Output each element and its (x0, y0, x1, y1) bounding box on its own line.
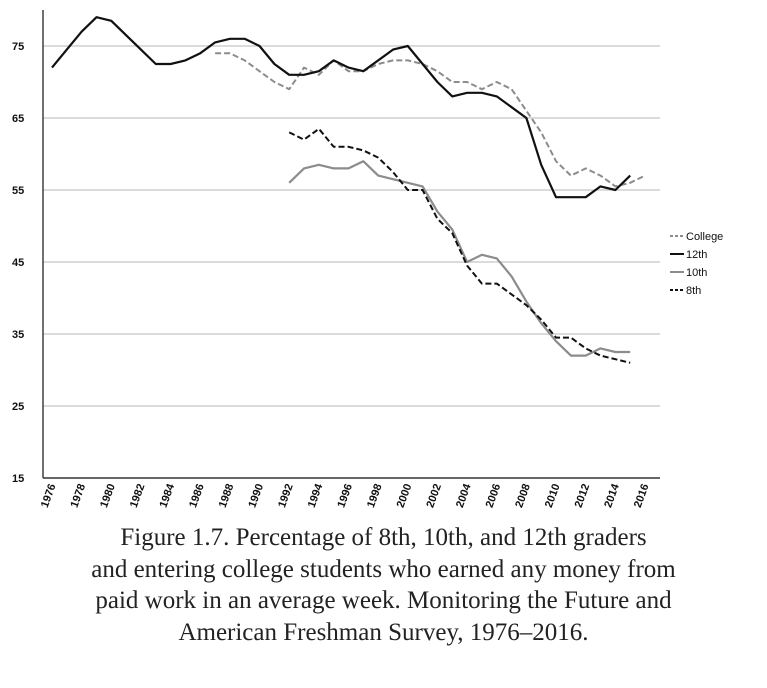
x-tick-label: 1978 (69, 482, 89, 509)
y-tick-label: 75 (12, 41, 24, 53)
y-tick-label: 35 (12, 329, 24, 341)
x-tick-label: 1994 (306, 481, 326, 509)
y-tick-labels: 15 25 35 45 55 65 75 (12, 41, 24, 485)
x-tick-label: 1996 (335, 482, 355, 509)
x-tick-label: 2010 (543, 482, 563, 509)
caption-line: Figure 1.7. Percentage of 8th, 10th, and… (120, 524, 647, 551)
gridlines (43, 45, 660, 407)
x-tick-label: 1984 (158, 481, 178, 509)
legend-label: 8th (686, 285, 701, 297)
legend-label: 10th (686, 267, 707, 279)
x-tick-label: 2002 (424, 482, 444, 509)
x-tick-label: 1980 (98, 482, 118, 509)
x-tick-label: 1998 (365, 482, 385, 509)
legend-label: College (686, 231, 723, 243)
x-tick-label: 2016 (632, 482, 652, 509)
y-tick-label: 15 (12, 473, 24, 485)
caption-line: paid work in an average week. Monitoring… (95, 587, 672, 614)
series-line-8th (288, 127, 631, 364)
x-tick-label: 2004 (454, 481, 474, 509)
y-tick-label: 55 (12, 185, 24, 197)
x-tick-label: 2014 (602, 481, 622, 509)
x-tick-label: 1976 (39, 482, 59, 509)
x-tick-label: 1986 (187, 482, 207, 509)
x-tick-label: 2012 (573, 482, 593, 509)
y-tick-label: 25 (12, 401, 24, 413)
series-line-10th (288, 160, 631, 357)
legend: College 12th 10th 8th (670, 231, 723, 297)
x-tick-label: 2000 (395, 482, 415, 509)
series-line-college (215, 52, 646, 188)
axes (42, 10, 660, 479)
x-tick-label: 1992 (276, 482, 296, 509)
legend-label: 12th (686, 249, 707, 261)
caption-line: and entering college students who earned… (91, 555, 676, 583)
x-tick-label: 2008 (513, 482, 533, 509)
x-tick-label: 1982 (128, 482, 148, 509)
x-tick-labels: 1976 1978 1980 1982 1984 1986 1988 1990 1992 1994… (39, 481, 652, 509)
x-tick-label: 2006 (484, 482, 504, 509)
series-lines (51, 16, 646, 364)
series-line-12th (51, 16, 631, 199)
x-tick-label: 1990 (246, 482, 266, 509)
y-tick-label: 45 (12, 257, 24, 269)
y-tick-label: 65 (12, 113, 24, 125)
figure-caption: Figure 1.7. Percentage of 8th, 10th, and… (0, 522, 767, 648)
caption-line: American Freshman Survey, 1976–2016. (178, 618, 589, 646)
x-tick-label: 1988 (217, 482, 237, 509)
